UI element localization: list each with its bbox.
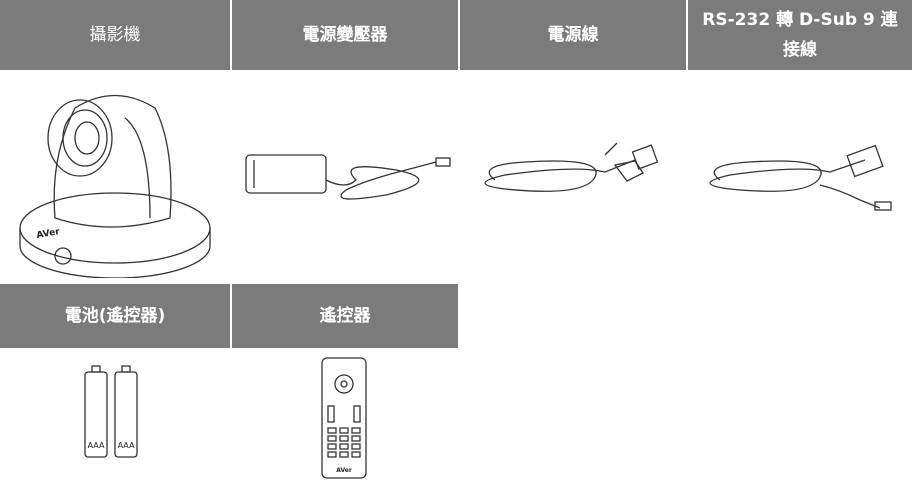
adapter-image <box>245 154 451 200</box>
battery-image: AAA AAA <box>84 365 138 458</box>
header-cell: 電源線 <box>460 0 686 70</box>
remote-image: AVer <box>321 357 367 479</box>
header-cell: 電池(遙控器) <box>0 284 230 348</box>
logo: AVer <box>36 227 61 241</box>
battery-label: AAA <box>118 441 135 450</box>
power-cord-image <box>484 142 659 192</box>
header-cell: 遙控器 <box>232 284 458 348</box>
rs232-cable-image <box>709 144 892 211</box>
header-cell: RS-232 轉 D-Sub 9 連接線 <box>688 0 912 70</box>
header-cell: 電源變壓器 <box>232 0 458 70</box>
camera-image: AVer <box>19 94 211 278</box>
logo: AVer <box>336 467 352 474</box>
header-cell: 攝影機 <box>0 0 230 70</box>
battery-label: AAA <box>88 441 105 450</box>
